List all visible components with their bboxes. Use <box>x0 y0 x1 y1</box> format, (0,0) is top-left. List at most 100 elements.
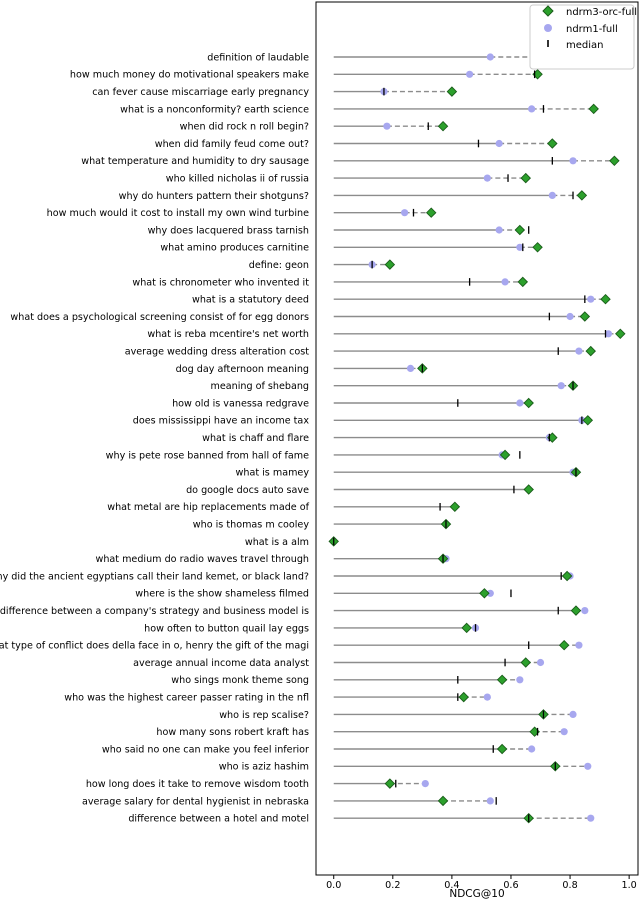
query-row: can fever cause miscarriage early pregna… <box>92 86 458 98</box>
query-row: difference between a company's strategy … <box>0 605 589 617</box>
ndrm3-point <box>514 224 526 236</box>
query-label: how old is vanessa redgrave <box>172 398 309 409</box>
legend-label-ndrm3: ndrm3-orc-full <box>566 7 637 18</box>
legend-label-median: median <box>566 40 604 51</box>
x-tick-label: 0.0 <box>326 880 341 891</box>
query-row: who said no one can make you feel inferi… <box>102 743 536 755</box>
query-label: average salary for dental hygienist in n… <box>82 796 309 807</box>
ndrm3-point <box>517 276 529 288</box>
query-label: how long does it take to remove wisdom t… <box>86 779 309 790</box>
x-tick-label: 0.6 <box>503 880 518 891</box>
ndrm1-point <box>516 243 524 251</box>
query-row: how many sons robert kraft has <box>156 726 568 738</box>
query-label: what does a psychological screening cons… <box>10 312 309 323</box>
query-row: average annual income data analyst <box>133 657 545 669</box>
ndrm1-point <box>548 191 556 199</box>
query-row: where is the show shameless filmed <box>135 588 512 600</box>
ndrm1-point <box>587 814 595 822</box>
query-label: who sings monk theme song <box>171 675 309 686</box>
query-label: how often to button quail lay eggs <box>144 623 309 634</box>
query-row: why does lacquered brass tarnish <box>148 224 530 236</box>
query-row: what is reba mcentire's net worth <box>147 328 626 340</box>
ndrm3-point <box>609 155 620 167</box>
query-row: who sings monk theme song <box>171 674 524 686</box>
query-row: why did the ancient egyptians call their… <box>0 570 574 582</box>
ndrm3-point <box>520 172 531 184</box>
query-row: how old is vanessa redgrave <box>172 397 534 409</box>
query-row: when did rock n roll begin? <box>180 120 449 133</box>
query-label: what is a statutory deed <box>192 295 309 306</box>
query-label: when did family feud come out? <box>155 139 309 150</box>
query-label: who is aziz hashim <box>219 762 309 773</box>
query-row: who is thomas m cooley <box>193 518 452 531</box>
query-label: what medium do radio waves travel throug… <box>95 554 309 565</box>
query-label: can fever cause miscarriage early pregna… <box>92 87 309 98</box>
query-row: what does a psychological screening cons… <box>10 311 591 323</box>
query-label: where is the show shameless filmed <box>135 589 309 600</box>
query-label: how much would it cost to install my own… <box>47 208 309 219</box>
ndrm1-point <box>486 589 494 597</box>
query-row: do google docs auto save <box>186 484 534 496</box>
query-row: what type of conflict does della face in… <box>0 639 583 652</box>
query-label: what type of conflict does della face in… <box>0 641 309 652</box>
ndrm3-point <box>532 242 543 253</box>
ndrm1-point <box>466 70 474 78</box>
query-row: difference between a hotel and motel <box>128 812 595 825</box>
ndrm3-point <box>446 86 458 97</box>
query-row: why do hunters pattern their shotguns? <box>119 190 588 202</box>
ndrm3-point <box>496 674 508 686</box>
ndrm1-point <box>486 53 494 61</box>
query-label: what is chronometer who invented it <box>132 277 309 288</box>
rows-layer: definition of laudable how much money do … <box>0 51 626 825</box>
query-label: why does lacquered brass tarnish <box>148 225 309 236</box>
query-label: dog day afternoon meaning <box>176 364 309 375</box>
ndrm3-point <box>437 120 449 132</box>
query-label: who said no one can make you feel inferi… <box>102 744 309 755</box>
query-row: what is a alm <box>245 536 339 548</box>
query-label: who was the highest career passer rating… <box>64 693 309 704</box>
query-label: define: geon <box>249 260 309 271</box>
x-axis: 0.0 0.2 0.4 0.6 0.8 1.0 <box>326 875 637 891</box>
ndrm3-point <box>479 588 490 599</box>
x-tick-label: 0.4 <box>444 880 459 891</box>
query-label: what is a alm <box>245 537 309 548</box>
query-label: what is a nonconformity? earth science <box>120 104 309 115</box>
ndrm3-point <box>437 795 449 807</box>
query-label: what amino produces carnitine <box>160 243 309 254</box>
ndrm1-point <box>557 382 565 390</box>
ndrm1-point <box>483 174 491 182</box>
query-label: why do hunters pattern their shotguns? <box>119 191 309 202</box>
query-row: when did family feud come out? <box>155 138 558 150</box>
query-row: define: geon <box>249 259 396 271</box>
ndrm1-point <box>587 295 595 303</box>
ndrm1-point <box>575 347 583 355</box>
query-row: what is a statutory deed <box>192 293 611 306</box>
query-label: what is reba mcentire's net worth <box>147 329 309 340</box>
x-tick-label: 0.2 <box>385 880 400 891</box>
ndrm3-point <box>499 449 511 461</box>
query-row: who killed nicholas ii of russia <box>166 172 531 185</box>
ndrm3-point <box>425 207 437 218</box>
ndrm3-point <box>384 778 396 789</box>
query-label: definition of laudable <box>207 52 309 63</box>
ndrm3-point <box>561 570 573 582</box>
query-row: who was the highest career passer rating… <box>64 691 491 704</box>
query-label: how much money do motivational speakers … <box>70 70 309 81</box>
ndrm1-point <box>495 226 503 234</box>
ndrm3-point <box>579 311 591 322</box>
ndrm1-point <box>536 658 545 667</box>
query-label: why did the ancient egyptians call their… <box>0 571 309 582</box>
ndrm3-point <box>523 484 534 495</box>
ndrm1-point <box>528 745 536 753</box>
query-row: why is pete rose banned from hall of fam… <box>106 449 521 461</box>
query-row: does mississippi have an income tax <box>133 415 594 427</box>
ndrm1-point <box>584 762 592 770</box>
query-label: who is thomas m cooley <box>193 520 310 531</box>
query-label: what is chaff and flare <box>202 433 309 444</box>
ndrm1-point <box>566 312 574 321</box>
ndrm1-point <box>604 330 613 338</box>
legend-label-ndrm1: ndrm1-full <box>566 24 618 35</box>
ndrm1-point <box>495 139 503 148</box>
ndrm3-point <box>600 293 611 305</box>
